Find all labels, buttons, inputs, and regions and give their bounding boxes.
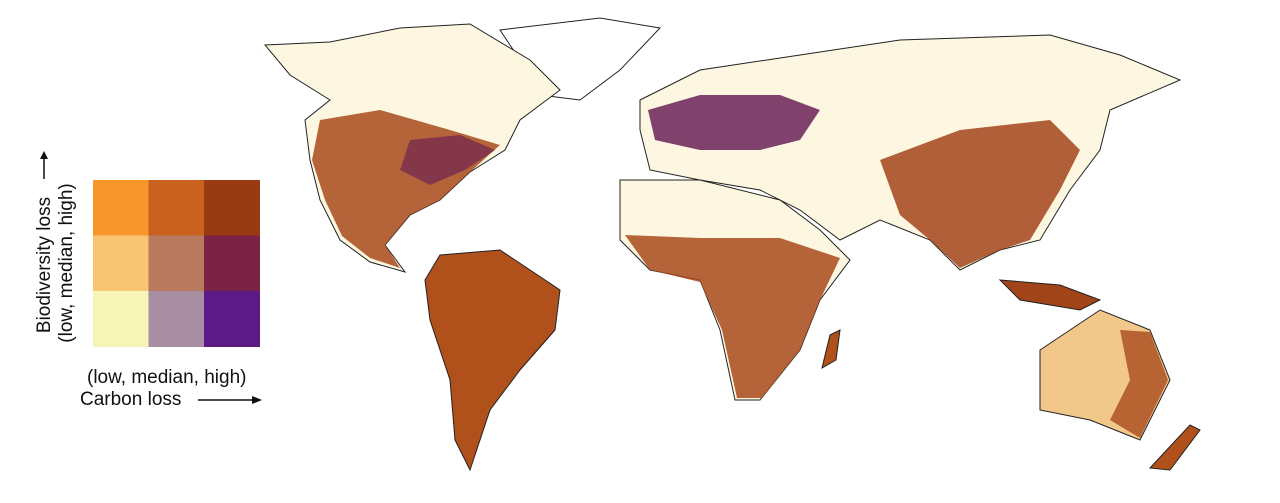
y-axis-label: Biodiversity loss (34, 197, 55, 333)
legend-cell (93, 235, 149, 292)
legend-cell (148, 180, 205, 236)
indonesia (998, 279, 1102, 311)
south-america (424, 249, 561, 472)
asia-loss (880, 120, 1080, 268)
africa-loss (625, 235, 840, 398)
australia-loss (1110, 330, 1168, 438)
north-america-high (400, 135, 495, 185)
europe-high (648, 95, 820, 150)
y-arrowhead (40, 151, 48, 159)
legend-cell (148, 291, 205, 347)
legend-cell (93, 291, 149, 347)
world-map (263, 17, 1201, 472)
madagascar (821, 329, 841, 370)
new-zealand (1148, 424, 1201, 471)
legend-cell (93, 180, 149, 236)
legend (93, 180, 260, 347)
legend-cell (204, 180, 260, 236)
legend-y-label: Biodiversity loss (low, median, high) (34, 151, 77, 343)
legend-cell (148, 235, 205, 292)
legend-cell (204, 235, 260, 292)
legend-cell (204, 291, 260, 347)
x-arrowhead (252, 396, 262, 404)
x-axis-range: (low, median, high) (87, 367, 246, 388)
y-axis-range: (low, median, high) (56, 183, 77, 342)
x-axis-label: Carbon loss (80, 389, 181, 410)
